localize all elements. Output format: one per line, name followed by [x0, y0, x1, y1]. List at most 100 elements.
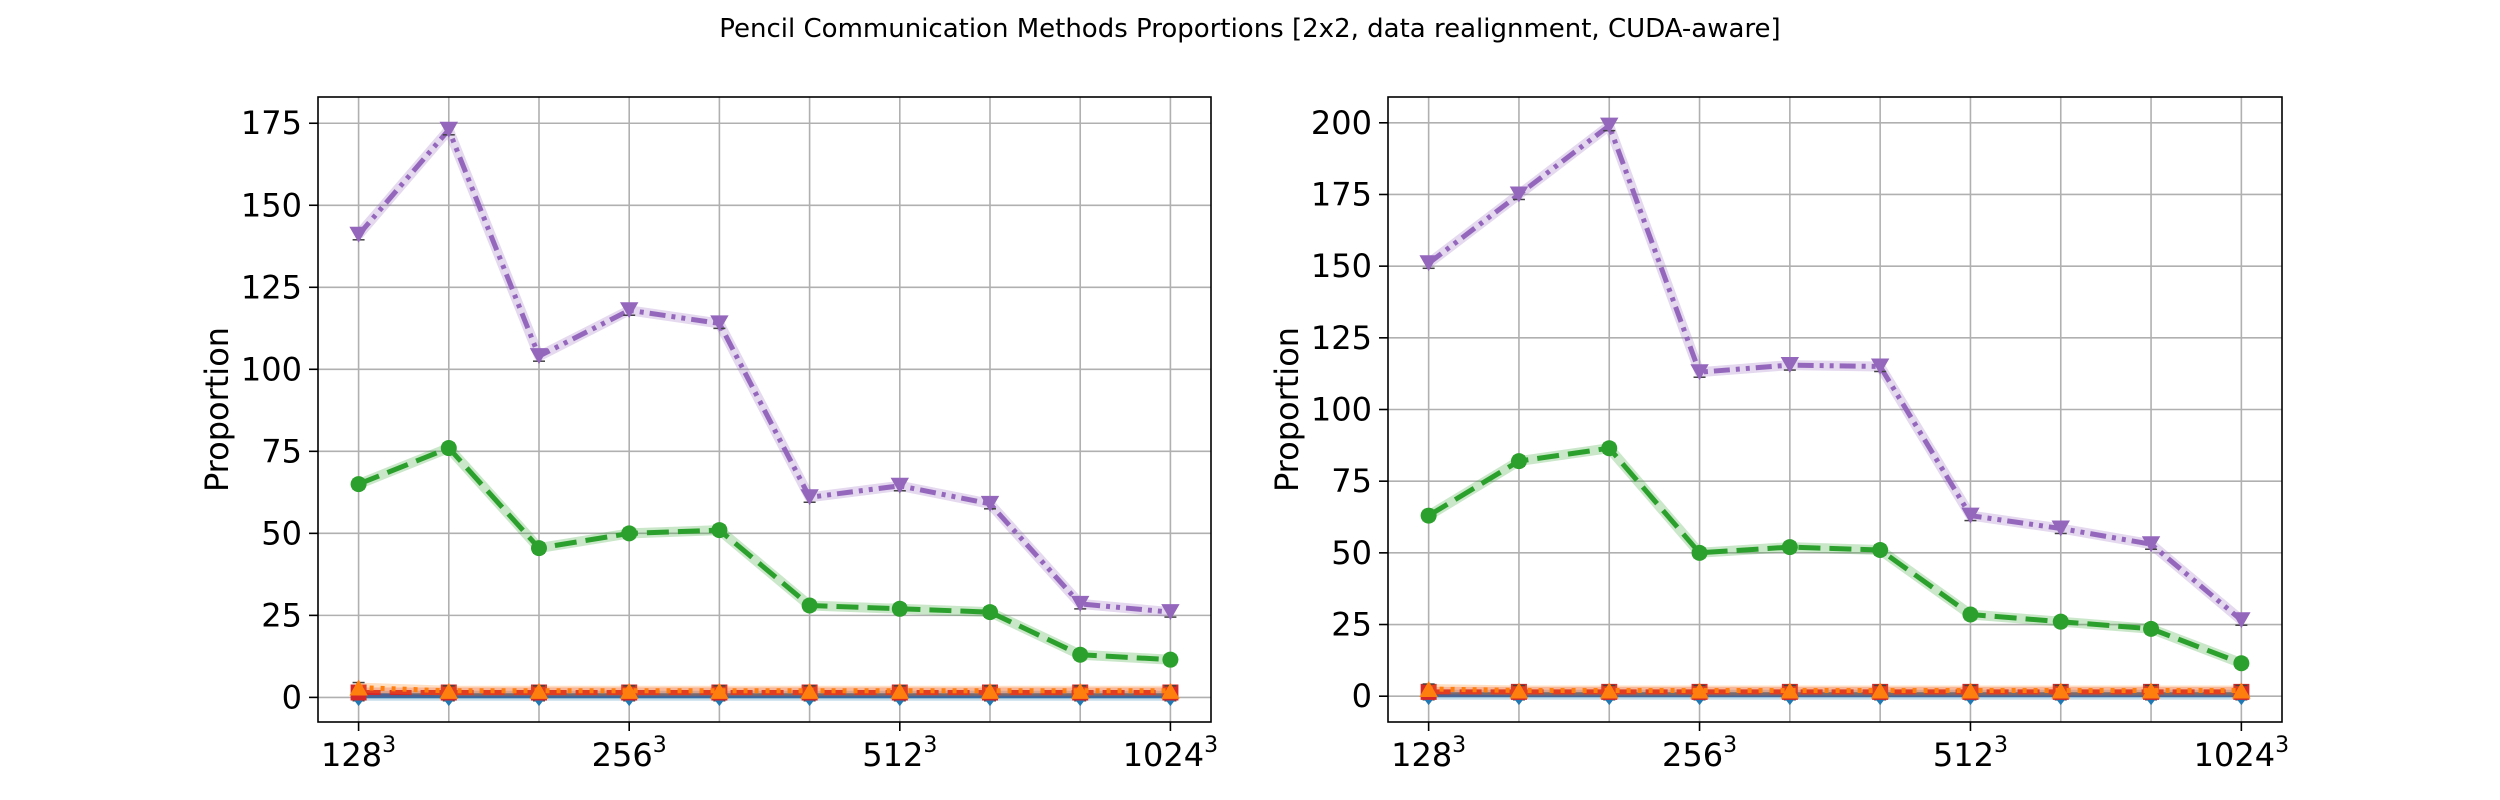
data-point: [2051, 520, 2070, 537]
series: [349, 679, 1180, 699]
data-point: [619, 302, 639, 319]
y-tick-label: 125: [1311, 319, 1372, 357]
data-point: [529, 348, 549, 365]
series-line: [1427, 123, 2244, 623]
x-tick-label: 5123: [862, 733, 937, 774]
data-point: [1419, 255, 1438, 272]
data-point: [710, 315, 729, 332]
y-tick-label: 100: [241, 350, 302, 388]
x-axis: 1283 2563 5123 10243: [1391, 722, 2289, 774]
data-point: [1162, 651, 1179, 668]
data-point: [1419, 681, 1438, 698]
data-point: [2143, 620, 2160, 637]
data-point: [1600, 117, 1619, 134]
data-point: [890, 682, 910, 699]
y-tick-label: 125: [241, 268, 302, 306]
data-point: [1690, 682, 1709, 699]
x-tick-label: 2563: [1662, 733, 1737, 774]
data-point: [2141, 536, 2161, 553]
data-point: [2052, 613, 2069, 630]
y-axis: 0 25 50 75 100 125 150 175 Proportion: [198, 104, 318, 716]
data-point: [1509, 682, 1529, 699]
series: [350, 440, 1179, 668]
data-point: [439, 682, 458, 699]
data-point: [1780, 357, 1800, 374]
data-point: [2232, 682, 2251, 699]
series-line: [1427, 445, 2243, 666]
series-line: [358, 685, 1171, 694]
x-axis: 1283 2563 5123 10243: [321, 722, 1218, 774]
data-point: [1961, 507, 1980, 524]
data-point: [1600, 682, 1619, 699]
series: [1419, 117, 2251, 629]
series-line: [356, 127, 1171, 615]
data-point: [2232, 612, 2251, 629]
x-tick-label: 2563: [592, 733, 667, 774]
data-point: [1872, 541, 1889, 558]
series: [1419, 681, 2251, 699]
data-point: [350, 476, 367, 493]
y-tick-label: 25: [261, 596, 302, 634]
y-tick-label: 175: [241, 104, 302, 142]
data-point: [1870, 682, 1890, 699]
data-point: [1870, 358, 1890, 375]
data-point: [800, 682, 819, 699]
plot-area: [1419, 117, 2251, 706]
series: [1420, 440, 2250, 672]
data-point: [619, 682, 639, 699]
data-point: [1962, 606, 1979, 623]
data-point: [621, 525, 638, 542]
data-point: [1071, 595, 1090, 612]
y-tick-label: 25: [1331, 606, 1372, 644]
data-point: [1420, 507, 1437, 524]
data-point: [710, 682, 729, 699]
y-tick-label: 150: [1311, 247, 1372, 285]
data-point: [980, 682, 1000, 699]
y-tick-label: 175: [1311, 175, 1372, 213]
y-tick-label: 50: [261, 514, 302, 552]
data-point: [349, 679, 368, 696]
data-point: [1781, 539, 1798, 556]
data-point: [2141, 682, 2161, 699]
y-tick-label: 75: [261, 432, 302, 470]
data-point: [349, 226, 368, 243]
data-point: [1510, 453, 1527, 470]
data-point: [1161, 604, 1180, 621]
x-tick-label: 1283: [1391, 733, 1466, 774]
x-tick-label: 1283: [321, 733, 396, 774]
y-axis-label: Proportion: [198, 327, 236, 492]
data-point: [1691, 544, 1708, 561]
y-tick-label: 75: [1331, 462, 1372, 500]
series: [349, 121, 1180, 621]
data-point: [1690, 364, 1709, 381]
data-point: [1961, 682, 1980, 699]
data-point: [2051, 682, 2070, 699]
y-tick-label: 0: [282, 678, 302, 716]
data-point: [982, 604, 999, 621]
data-point: [711, 522, 728, 539]
data-point: [1161, 682, 1180, 699]
data-point: [530, 540, 547, 557]
x-tick-label: 10243: [2194, 733, 2289, 774]
y-axis: 0 25 50 75 100 125 150 175 200 Proportion: [1268, 104, 1388, 715]
data-point: [980, 495, 1000, 512]
figure-title: Pencil Communication Methods Proportions…: [719, 14, 1781, 44]
x-tick-label: 5123: [1933, 733, 2008, 774]
plot-area: [349, 121, 1180, 707]
data-point: [440, 440, 457, 457]
y-tick-label: 200: [1311, 104, 1372, 142]
series-line: [357, 445, 1171, 663]
data-point: [529, 682, 549, 699]
axes-frame: [317, 96, 1212, 723]
data-point: [890, 477, 910, 494]
series-line: [1428, 686, 2242, 693]
y-tick-label: 0: [1352, 677, 1372, 715]
data-point: [1601, 440, 1618, 457]
y-tick-label: 50: [1331, 534, 1372, 572]
data-point: [1071, 682, 1090, 699]
data-point: [1509, 186, 1529, 203]
data-point: [801, 597, 818, 614]
